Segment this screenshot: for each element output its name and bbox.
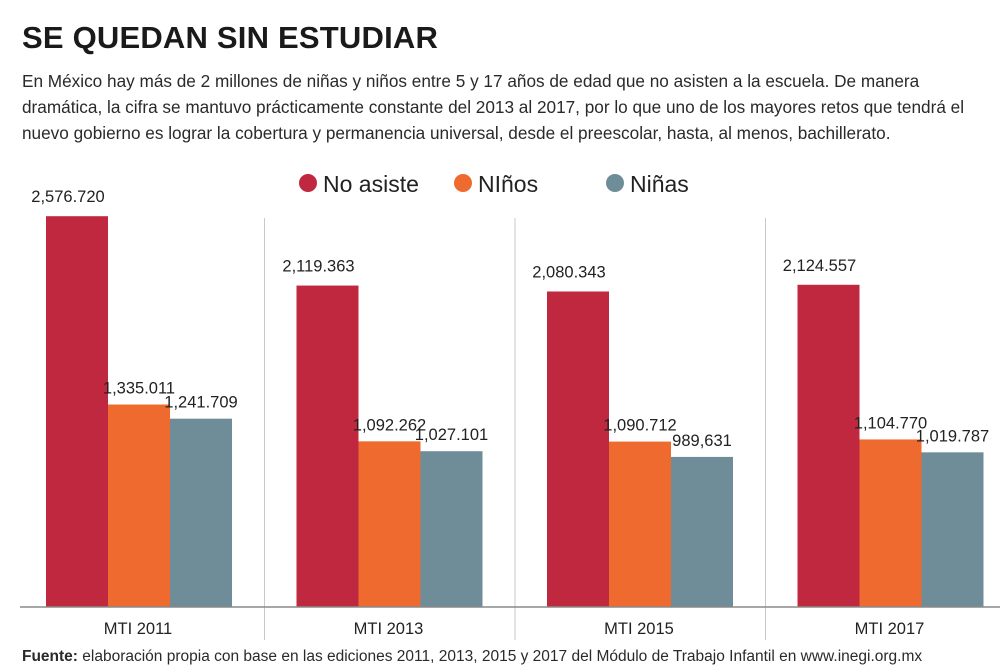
bar-2-0	[547, 291, 609, 607]
bar-3-1	[859, 439, 922, 607]
legend-label-1: NIños	[478, 171, 538, 197]
bar-3-0	[797, 284, 860, 607]
legend-swatch-1	[454, 174, 472, 192]
legend-label-2: Niñas	[630, 171, 689, 197]
bar-2-1	[609, 441, 671, 607]
legend-swatch-2	[606, 174, 624, 192]
category-labels: MTI 2011 MTI 2013 MTI 2015 MTI 2017	[104, 620, 925, 638]
bar-1-0	[296, 285, 359, 607]
source-note: Fuente: elaboración propia con base en l…	[22, 648, 997, 666]
value-label-2-1: 1,090.712	[603, 417, 676, 435]
value-label-1-0: 2,119.363	[282, 258, 354, 276]
value-label-0-1: 1,335.011	[103, 380, 175, 398]
category-label-3: MTI 2017	[855, 620, 925, 638]
bars	[46, 216, 984, 608]
category-label-0: MTI 2011	[104, 620, 172, 638]
bar-3-2	[921, 452, 984, 607]
category-label-2: MTI 2015	[604, 620, 674, 638]
page-subtitle: En México hay más de 2 millones de niñas…	[22, 71, 965, 143]
category-label-1: MTI 2013	[354, 620, 424, 638]
bar-chart: No asiste NIños Niñas 2,576.7201,335.0111,…	[20, 171, 1000, 640]
value-label-0-0: 2,576.720	[31, 188, 104, 206]
value-label-2-0: 2,080.343	[532, 263, 605, 281]
bar-1-1	[358, 441, 421, 607]
group-dividers	[264, 218, 766, 640]
bar-0-2	[170, 418, 232, 607]
bar-1-2	[420, 451, 483, 607]
bar-0-1	[108, 404, 170, 607]
value-label-0-2: 1,241.709	[164, 394, 237, 412]
legend: No asiste NIños Niñas	[299, 171, 689, 197]
value-label-3-2: 1,019.787	[916, 427, 989, 445]
legend-label-0: No asiste	[323, 171, 419, 197]
bar-0-0	[46, 216, 108, 608]
source-text: elaboración propia con base en las edici…	[77, 648, 923, 665]
source-label: Fuente:	[22, 648, 78, 665]
value-label-2-2: 989,631	[672, 432, 732, 450]
legend-swatch-0	[299, 174, 317, 192]
page-title: SE QUEDAN SIN ESTUDIAR	[22, 20, 439, 55]
bar-2-2	[671, 456, 733, 607]
value-label-3-0: 2,124.557	[783, 257, 856, 275]
value-label-1-2: 1,027.101	[415, 426, 488, 444]
value-label-1-1: 1,092.262	[353, 416, 426, 434]
value-label-3-1: 1,104.770	[854, 414, 927, 432]
